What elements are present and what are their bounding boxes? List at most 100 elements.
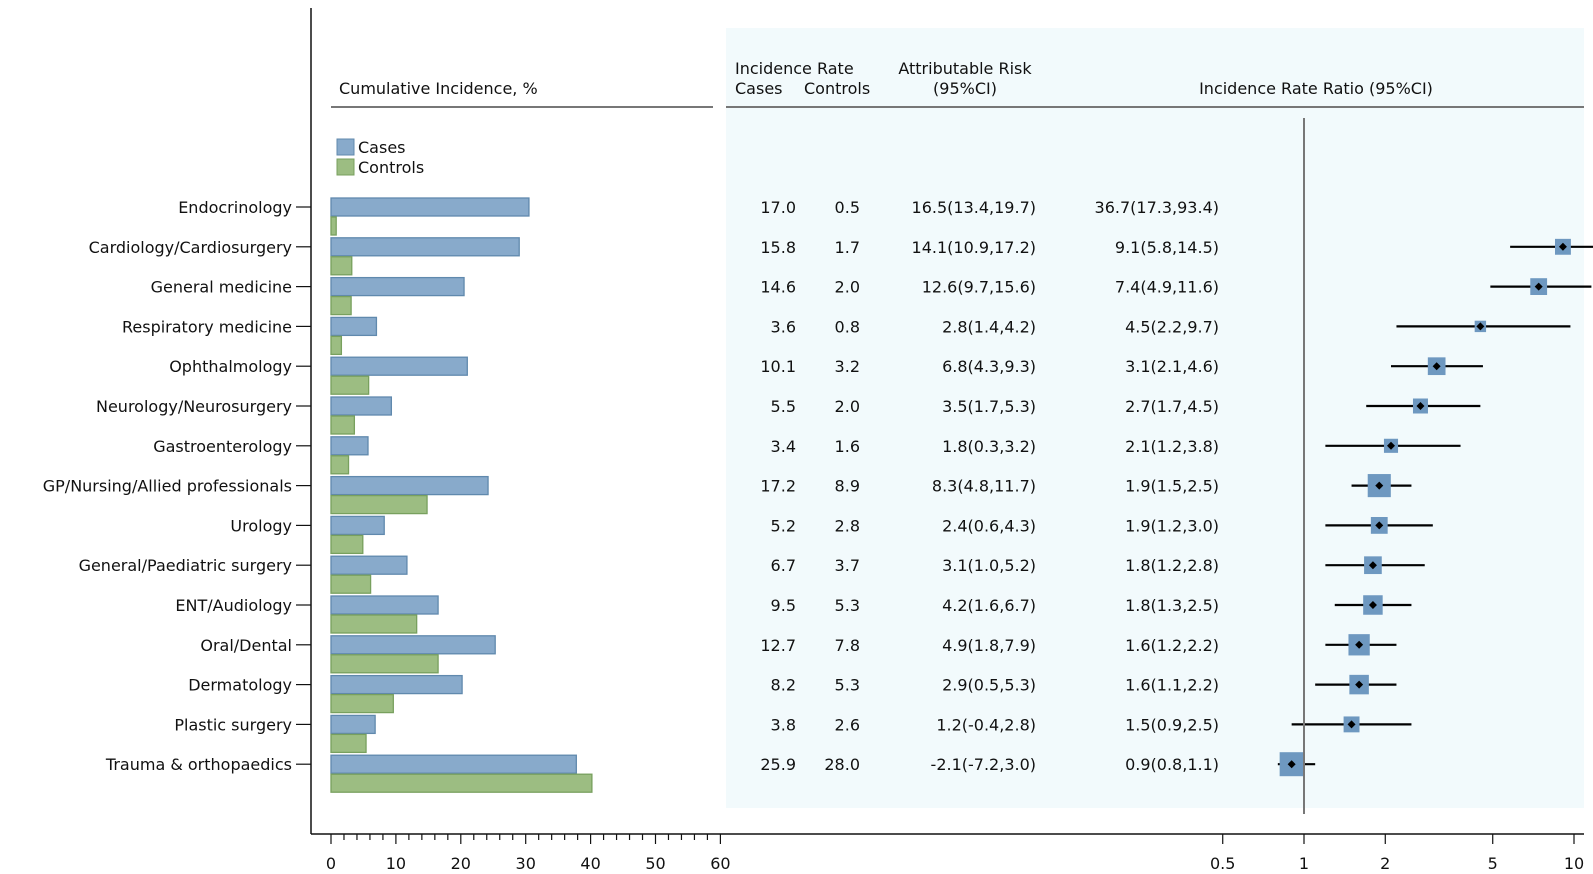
row-label: Endocrinology [178,198,292,217]
irr-point-estimate [1375,481,1384,490]
cell-controls-rate: 2.0 [835,278,860,297]
cell-controls-rate: 1.7 [835,238,860,257]
cell-attributable-risk: 12.6(9.7,15.6) [922,278,1036,297]
value-table: 17.0 0.5 16.5(13.4,19.7) 36.7(17.3,93.4) 15.… [760,198,1219,774]
irr-tick-label: 2 [1380,854,1390,873]
bar-cases [330,396,393,416]
irr-point-estimate [1347,720,1356,729]
x-tick-label: 10 [386,854,406,873]
incidence-rate-header: Incidence Rate [735,59,854,78]
cell-attributable-risk: 3.5(1.7,5.3) [942,397,1036,416]
x-tick-label: 50 [645,854,665,873]
cell-irr: 4.5(2.2,9.7) [1125,317,1219,336]
bar-cases [330,197,530,217]
row-label: Oral/Dental [200,636,292,655]
cell-attributable-risk: 6.8(4.3,9.3) [942,357,1036,376]
bar-cases [330,555,408,575]
cell-cases-rate: 10.1 [760,357,796,376]
cell-irr: 1.9(1.5,2.5) [1125,477,1219,496]
bar-cases [330,674,463,695]
legend-swatch-cases [336,138,355,156]
bar-controls [330,216,337,236]
cell-controls-rate: 8.9 [835,477,860,496]
cell-controls-rate: 3.2 [835,357,860,376]
forest-panel [1277,118,1593,814]
irr-point-estimate [1558,242,1567,251]
cell-cases-rate: 3.8 [771,715,796,734]
bar-cases [330,515,385,536]
cell-attributable-risk: 4.9(1.8,7.9) [942,636,1036,655]
bar-panel-x-axis: 0 10 20 30 40 50 60 [326,834,731,873]
legend-label-cases: Cases [358,138,406,157]
cell-controls-rate: 1.6 [835,437,860,456]
cell-cases-rate: 8.2 [771,676,796,695]
irr-point-estimate [1355,640,1364,649]
bar-cases [330,356,468,376]
row-label: General medicine [151,278,292,297]
cell-controls-rate: 0.5 [835,198,860,217]
legend-label-controls: Controls [358,158,424,177]
cell-controls-rate: 0.8 [835,317,860,336]
row-label: ENT/Audiology [175,596,292,615]
cell-attributable-risk: 14.1(10.9,17.2) [912,238,1036,257]
cell-controls-rate: 5.3 [835,596,860,615]
cell-irr: 2.7(1.7,4.5) [1125,397,1219,416]
cell-irr: 1.8(1.2,2.8) [1125,556,1219,575]
x-tick-label: 60 [710,854,730,873]
bar-controls [330,534,364,555]
bar-controls [330,295,352,316]
cell-cases-rate: 17.0 [760,198,796,217]
bar-controls [330,614,418,634]
cell-attributable-risk: 16.5(13.4,19.7) [912,198,1036,217]
bar-controls [330,335,343,356]
row-labels: Endocrinology Cardiology/Cardiosurgery Gen… [43,198,311,774]
irr-point-estimate [1368,601,1377,609]
cell-attributable-risk: 2.4(0.6,4.3) [942,516,1036,535]
cell-controls-rate: 2.0 [835,397,860,416]
x-tick-label: 20 [451,854,471,873]
bar-panel [330,197,593,793]
irr-point-estimate [1287,760,1296,769]
cell-irr: 1.8(1.3,2.5) [1125,596,1219,615]
row-label: Plastic surgery [174,715,292,734]
cell-controls-rate: 3.7 [835,556,860,575]
cell-cases-rate: 15.8 [760,238,796,257]
bar-controls [330,733,367,754]
bar-cases [330,714,376,735]
cell-controls-rate: 28.0 [824,755,860,774]
x-tick-label: 30 [516,854,536,873]
row-label: Neurology/Neurosurgery [96,397,292,416]
row-label: Trauma & orthopaedics [105,755,292,774]
attributable-risk-header: Attributable Risk [898,59,1032,78]
bar-cases [330,276,465,297]
row-label: Urology [230,516,292,535]
cell-controls-rate: 5.3 [835,676,860,695]
bar-cases [330,316,378,337]
cell-cases-rate: 12.7 [760,636,796,655]
bar-controls [330,574,372,594]
bar-controls [330,773,593,793]
legend: Cases Controls [336,138,424,177]
x-tick-label: 0 [326,854,336,873]
row-label: General/Paediatric surgery [79,556,292,575]
cell-cases-rate: 5.2 [771,516,796,535]
controls-column-header: Controls [804,79,870,98]
bar-cases [330,237,520,257]
bar-cases [330,754,577,774]
bar-controls [330,375,370,395]
x-tick-label: 40 [580,854,600,873]
row-label: Gastroenterology [153,437,292,456]
irr-header: Incidence Rate Ratio (95%CI) [1199,79,1433,98]
forest-panel-x-axis: 0.5125102050100 [1210,834,1584,873]
cell-attributable-risk: 1.2(-0.4,2.8) [936,715,1036,734]
irr-tick-label: 5 [1488,854,1498,873]
irr-tick-label: 10 [1564,854,1584,873]
cell-irr: 3.1(2.1,4.6) [1125,357,1219,376]
irr-point-estimate [1368,561,1377,570]
cell-irr: 7.4(4.9,11.6) [1115,278,1219,297]
row-label: Cardiology/Cardiosurgery [89,238,292,257]
table-panel-background [726,28,1584,808]
cell-attributable-risk: -2.1(-7.2,3.0) [931,755,1036,774]
bar-controls [330,654,439,674]
